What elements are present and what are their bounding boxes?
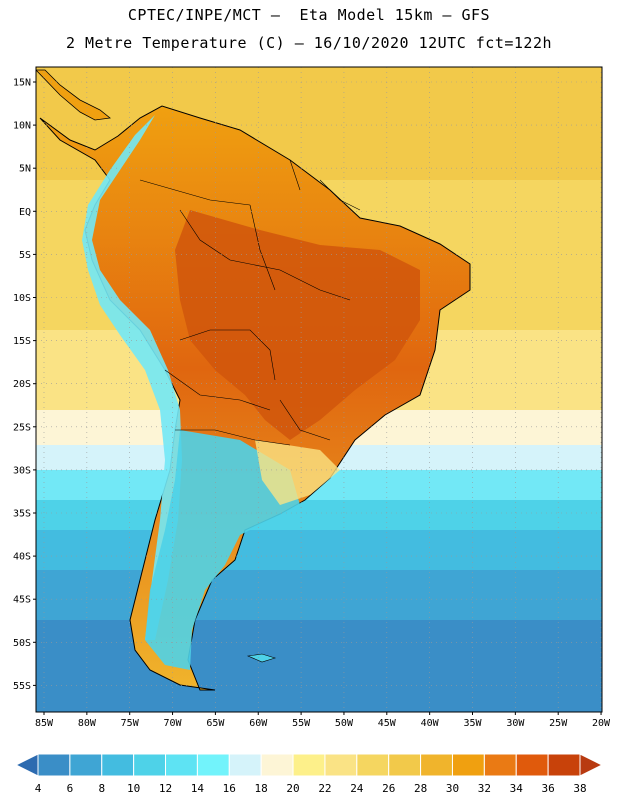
colorbar-label-4: 4 (35, 782, 42, 795)
colorbar-swatch (133, 753, 167, 777)
lat-label-10N: 10N (13, 121, 31, 132)
lat-label-25S: 25S (13, 422, 31, 433)
lat-label-15N: 15N (13, 78, 31, 89)
lat-label-5N: 5N (19, 164, 31, 175)
colorbar-swatch (37, 753, 71, 777)
lat-label-30S: 30S (13, 465, 31, 476)
colorbar-label-28: 28 (414, 782, 427, 795)
colorbar-label-24: 24 (350, 782, 364, 795)
longitude-labels: 85W 80W 75W 70W 65W 60W 55W 50W 45W 40W 35W 30W 25W 2… (35, 712, 611, 729)
colorbar-swatch (547, 753, 581, 777)
country-borders (139, 159, 361, 446)
colorbar-swatch (451, 753, 485, 777)
colorbar-swatch (324, 753, 358, 777)
colorbar-swatch (388, 753, 422, 777)
lon-label-50W: 50W (335, 718, 354, 729)
lat-label-45S: 45S (13, 595, 31, 606)
lat-label-EQ: EQ (19, 207, 31, 218)
lat-label-15S: 15S (13, 336, 31, 347)
colorbar-swatch (292, 753, 326, 777)
latitude-labels: 15N 10N 5N EQ 5S 10S 15S 20S 25S 30S 35S 40S 45S 50S 5… (13, 78, 36, 692)
colorbar-swatch (515, 753, 549, 777)
map-area (36, 67, 602, 712)
colorbar-swatch (483, 753, 517, 777)
colorbar-labels: 4 6 8 10 12 14 16 18 20 22 24 26 28 30 32 34 36 38 (35, 782, 587, 795)
hot-core-region (175, 210, 420, 440)
lon-label-85W: 85W (35, 718, 54, 729)
colorbar-label-10: 10 (127, 782, 140, 795)
colorbar-swatch (260, 753, 294, 777)
lon-label-70W: 70W (164, 718, 183, 729)
lat-label-55S: 55S (13, 681, 31, 692)
colorbar-label-18: 18 (255, 782, 268, 795)
lat-label-50S: 50S (13, 638, 31, 649)
lat-label-20S: 20S (13, 379, 31, 390)
lat-label-35S: 35S (13, 509, 31, 520)
lon-label-65W: 65W (206, 718, 225, 729)
lat-label-5S: 5S (19, 250, 31, 261)
colorbar-label-20: 20 (286, 782, 299, 795)
ocean-band-10 (36, 570, 602, 620)
colorbar-label-34: 34 (510, 782, 524, 795)
colorbar-label-26: 26 (382, 782, 395, 795)
colorbar-label-12: 12 (159, 782, 172, 795)
colorbar-min-arrow (14, 753, 39, 777)
colorbar-label-38: 38 (573, 782, 586, 795)
lon-label-60W: 60W (249, 718, 268, 729)
ocean-band-8 (36, 620, 602, 712)
lon-label-80W: 80W (78, 718, 97, 729)
lat-label-10S: 10S (13, 293, 31, 304)
andes-cool-strip (82, 115, 182, 640)
colorbar (14, 753, 604, 777)
central-america-landmass (36, 69, 111, 121)
colorbar-swatch (420, 753, 453, 777)
colorbar-label-16: 16 (223, 782, 236, 795)
colorbar-swatch (101, 753, 135, 777)
lon-label-40W: 40W (421, 718, 440, 729)
colorbar-label-8: 8 (98, 782, 105, 795)
colorbar-swatch (356, 753, 390, 777)
lon-label-45W: 45W (378, 718, 397, 729)
title-line-2: 2 Metre Temperature (C) – 16/10/2020 12U… (65, 34, 553, 52)
lon-label-75W: 75W (121, 718, 140, 729)
colorbar-swatch (228, 753, 262, 777)
title-line-1: CPTEC/INPE/MCT – Eta Model 15km – GFS (127, 6, 491, 24)
colorbar-label-32: 32 (478, 782, 491, 795)
ocean-band-12 (36, 530, 602, 570)
map-frame (35, 66, 603, 713)
colorbar-label-36: 36 (541, 782, 554, 795)
colorbar-label-6: 6 (67, 782, 74, 795)
colorbar-label-14: 14 (191, 782, 205, 795)
lon-label-25W: 25W (549, 718, 568, 729)
ocean-band-14 (36, 500, 602, 530)
lat-label-40S: 40S (13, 552, 31, 563)
pampas-mild-region (255, 440, 340, 505)
colorbar-swatch (165, 753, 198, 777)
lon-label-30W: 30W (506, 718, 525, 729)
lon-label-20W: 20W (592, 718, 611, 729)
southern-cone-cool-region (145, 430, 300, 670)
lon-label-55W: 55W (292, 718, 311, 729)
lon-label-35W: 35W (463, 718, 482, 729)
falkland-islands (246, 653, 277, 663)
colorbar-label-30: 30 (446, 782, 459, 795)
colorbar-label-22: 22 (318, 782, 331, 795)
colorbar-max-arrow (579, 753, 604, 777)
colorbar-swatch (196, 753, 230, 777)
colorbar-swatch (69, 753, 103, 777)
